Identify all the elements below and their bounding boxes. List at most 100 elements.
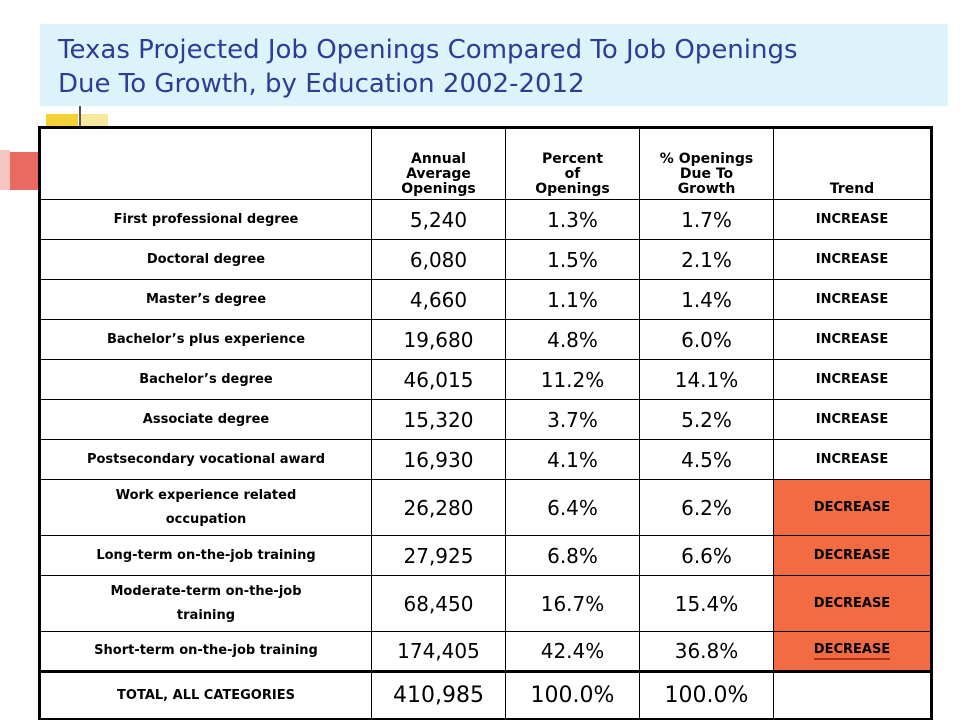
trend-cell: INCREASE bbox=[773, 439, 932, 480]
annual-average-openings-cell: 15,320 bbox=[371, 399, 506, 440]
trend-label: DECREASE bbox=[813, 548, 891, 563]
trend-cell: INCREASE bbox=[773, 199, 932, 240]
total-label: TOTAL, ALL CATEGORIES bbox=[39, 670, 372, 720]
percent-of-openings-cell: 3.7% bbox=[505, 399, 640, 440]
annual-average-openings-cell: 19,680 bbox=[371, 319, 506, 360]
decorative-red-block bbox=[10, 152, 38, 190]
trend-cell: INCREASE bbox=[773, 399, 932, 440]
decorative-red-fade-block bbox=[0, 150, 10, 190]
education-level-label-line: Moderate-term on-the-job bbox=[110, 583, 302, 599]
annual-average-openings-cell: 26,280 bbox=[371, 479, 506, 536]
total-percent-of-openings: 100.0% bbox=[505, 670, 640, 720]
table-row: Postsecondary vocational award 16,930 4.1%… bbox=[39, 439, 932, 480]
table-row: Moderate-term on-the-job training 68,450 16… bbox=[39, 575, 932, 632]
openings-due-to-growth-cell: 4.5% bbox=[639, 439, 774, 480]
total-annual-openings: 410,985 bbox=[371, 670, 506, 720]
education-level-label-line: Short-term on-the-job training bbox=[94, 643, 318, 658]
percent-of-openings-cell: 4.1% bbox=[505, 439, 640, 480]
table-row: Associate degree 15,320 3.7% 5.2% INCREASE bbox=[39, 399, 932, 440]
openings-due-to-growth-cell: 2.1% bbox=[639, 239, 774, 280]
trend-cell: INCREASE bbox=[773, 239, 932, 280]
title-line-1: Texas Projected Job Openings Compared To… bbox=[58, 35, 798, 65]
trend-label: DECREASE bbox=[813, 500, 891, 515]
trend-cell: DECREASE bbox=[773, 479, 932, 536]
education-level-label: Long-term on-the-job training bbox=[39, 535, 372, 576]
percent-of-openings-cell: 6.8% bbox=[505, 535, 640, 576]
trend-label: INCREASE bbox=[815, 212, 889, 227]
trend-label: DECREASE bbox=[813, 642, 891, 660]
header-percent-of-openings: Percent of Openings bbox=[505, 127, 640, 200]
decorative-vertical-line bbox=[79, 106, 81, 132]
table-body: First professional degree 5,240 1.3% 1.7% IN… bbox=[39, 199, 932, 672]
education-level-label: Postsecondary vocational award bbox=[39, 439, 372, 480]
title-line-2: Due To Growth, by Education 2002-2012 bbox=[58, 69, 585, 99]
education-level-label-line: Master’s degree bbox=[145, 291, 267, 307]
trend-cell: INCREASE bbox=[773, 279, 932, 320]
trend-cell: INCREASE bbox=[773, 319, 932, 360]
trend-label: INCREASE bbox=[815, 412, 889, 427]
education-level-label-line: Work experience related bbox=[115, 487, 297, 503]
percent-of-openings-cell: 6.4% bbox=[505, 479, 640, 536]
annual-average-openings-cell: 4,660 bbox=[371, 279, 506, 320]
table-row: Work experience related occupation 26,280 6… bbox=[39, 479, 932, 536]
percent-of-openings-cell: 1.3% bbox=[505, 199, 640, 240]
trend-label: INCREASE bbox=[815, 332, 889, 347]
openings-due-to-growth-cell: 15.4% bbox=[639, 575, 774, 632]
table-row: Long-term on-the-job training 27,925 6.8% 6… bbox=[39, 535, 932, 576]
total-growth-percent: 100.0% bbox=[639, 670, 774, 720]
trend-cell: DECREASE bbox=[773, 535, 932, 576]
openings-due-to-growth-cell: 5.2% bbox=[639, 399, 774, 440]
job-openings-table: Annual Average Openings Percent of Openi… bbox=[38, 126, 933, 720]
education-level-label: Moderate-term on-the-job training bbox=[39, 575, 372, 632]
percent-of-openings-cell: 16.7% bbox=[505, 575, 640, 632]
slide-title: Texas Projected Job Openings Compared To… bbox=[40, 24, 948, 106]
percent-of-openings-cell: 1.5% bbox=[505, 239, 640, 280]
table-row: First professional degree 5,240 1.3% 1.7% IN… bbox=[39, 199, 932, 240]
openings-due-to-growth-cell: 6.0% bbox=[639, 319, 774, 360]
openings-due-to-growth-cell: 36.8% bbox=[639, 631, 774, 672]
annual-average-openings-cell: 16,930 bbox=[371, 439, 506, 480]
education-level-label: First professional degree bbox=[39, 199, 372, 240]
header-openings-due-to-growth: % Openings Due To Growth bbox=[639, 127, 774, 200]
table-row: Bachelor’s plus experience 19,680 4.8% 6.0%… bbox=[39, 319, 932, 360]
percent-of-openings-cell: 1.1% bbox=[505, 279, 640, 320]
trend-cell: INCREASE bbox=[773, 359, 932, 400]
education-level-label-line: First professional degree bbox=[113, 211, 299, 227]
header-trend: Trend bbox=[773, 127, 932, 200]
trend-label: INCREASE bbox=[815, 252, 889, 267]
education-level-label: Short-term on-the-job training bbox=[39, 631, 372, 672]
education-level-label-line: Bachelor’s plus experience bbox=[106, 331, 306, 347]
percent-of-openings-cell: 11.2% bbox=[505, 359, 640, 400]
education-level-label: Doctoral degree bbox=[39, 239, 372, 280]
education-level-label: Bachelor’s degree bbox=[39, 359, 372, 400]
education-level-label-line: Associate degree bbox=[142, 411, 270, 427]
total-trend bbox=[773, 670, 932, 720]
openings-due-to-growth-cell: 6.6% bbox=[639, 535, 774, 576]
percent-of-openings-cell: 4.8% bbox=[505, 319, 640, 360]
table-row: Short-term on-the-job training 174,405 42.… bbox=[39, 631, 932, 672]
header-blank-cell bbox=[39, 127, 372, 200]
annual-average-openings-cell: 5,240 bbox=[371, 199, 506, 240]
trend-cell: DECREASE bbox=[773, 631, 932, 672]
education-level-label-line: Bachelor’s degree bbox=[139, 371, 273, 387]
education-level-label-line: occupation bbox=[165, 511, 247, 527]
trend-label: DECREASE bbox=[813, 596, 891, 611]
table-row: Doctoral degree 6,080 1.5% 2.1% INCREASE bbox=[39, 239, 932, 280]
education-level-label-line: training bbox=[176, 607, 236, 623]
annual-average-openings-cell: 6,080 bbox=[371, 239, 506, 280]
education-level-label-line: Doctoral degree bbox=[146, 251, 266, 267]
trend-label: INCREASE bbox=[815, 452, 889, 467]
education-level-label-line: Postsecondary vocational award bbox=[86, 451, 326, 467]
education-level-label: Bachelor’s plus experience bbox=[39, 319, 372, 360]
percent-of-openings-cell: 42.4% bbox=[505, 631, 640, 672]
annual-average-openings-cell: 68,450 bbox=[371, 575, 506, 632]
education-level-label-line: Long-term on-the-job training bbox=[96, 547, 316, 563]
trend-label: INCREASE bbox=[815, 372, 889, 387]
table-row: Bachelor’s degree 46,015 11.2% 14.1% INCREAS… bbox=[39, 359, 932, 400]
education-level-label: Associate degree bbox=[39, 399, 372, 440]
openings-due-to-growth-cell: 1.7% bbox=[639, 199, 774, 240]
education-level-label: Master’s degree bbox=[39, 279, 372, 320]
trend-cell: DECREASE bbox=[773, 575, 932, 632]
annual-average-openings-cell: 46,015 bbox=[371, 359, 506, 400]
